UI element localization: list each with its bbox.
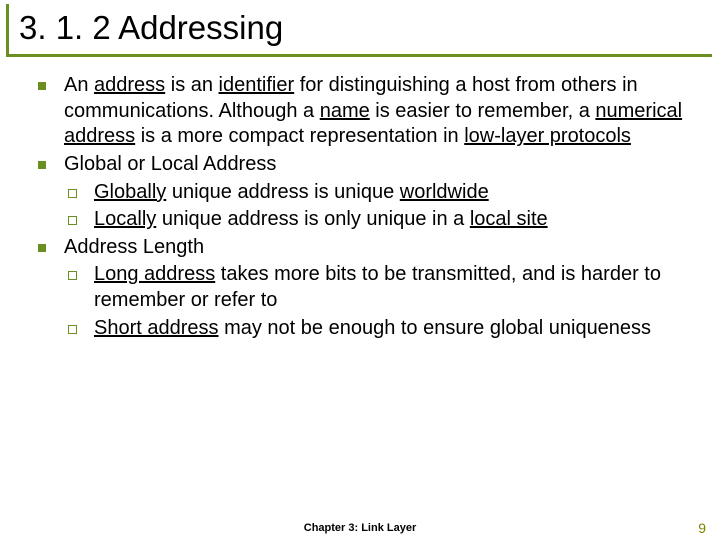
text-underline: low-layer protocols — [464, 125, 631, 147]
text: is a more compact representation in — [135, 125, 464, 147]
bullet-2: Global or Local Address — [38, 152, 700, 178]
bullet-3a: Long address takes more bits to be trans… — [64, 262, 700, 313]
text: is easier to remember, a — [370, 100, 596, 122]
text: An — [64, 74, 94, 96]
slide: 3. 1. 2 Addressing An address is an iden… — [0, 4, 720, 544]
text-underline: identifier — [219, 74, 295, 96]
text-underline: name — [320, 100, 370, 122]
text: Address Length — [64, 236, 204, 258]
text-underline: Long address — [94, 263, 215, 285]
slide-title: 3. 1. 2 Addressing — [19, 10, 712, 46]
title-border: 3. 1. 2 Addressing — [6, 4, 712, 57]
bullet-3: Address Length — [38, 235, 700, 261]
text: may not be enough to ensure global uniqu… — [219, 317, 652, 339]
bullet-1: An address is an identifier for distingu… — [38, 73, 700, 150]
page-number: 9 — [698, 520, 706, 536]
bullet-2a: Globally unique address is unique worldw… — [64, 180, 700, 206]
text-underline: Globally — [94, 181, 166, 203]
text-underline: Short address — [94, 317, 219, 339]
text-underline: Locally — [94, 208, 156, 230]
text-underline: worldwide — [400, 181, 489, 203]
text-underline: local site — [470, 208, 548, 230]
text: Global or Local Address — [64, 153, 276, 175]
footer-text: Chapter 3: Link Layer — [0, 522, 720, 534]
text: is an — [165, 74, 218, 96]
content-area: An address is an identifier for distingu… — [0, 57, 720, 341]
text: unique address is unique — [166, 181, 400, 203]
text: unique address is only unique in a — [156, 208, 470, 230]
bullet-2b: Locally unique address is only unique in… — [64, 207, 700, 233]
bullet-3b: Short address may not be enough to ensur… — [64, 316, 700, 342]
text-underline: address — [94, 74, 165, 96]
